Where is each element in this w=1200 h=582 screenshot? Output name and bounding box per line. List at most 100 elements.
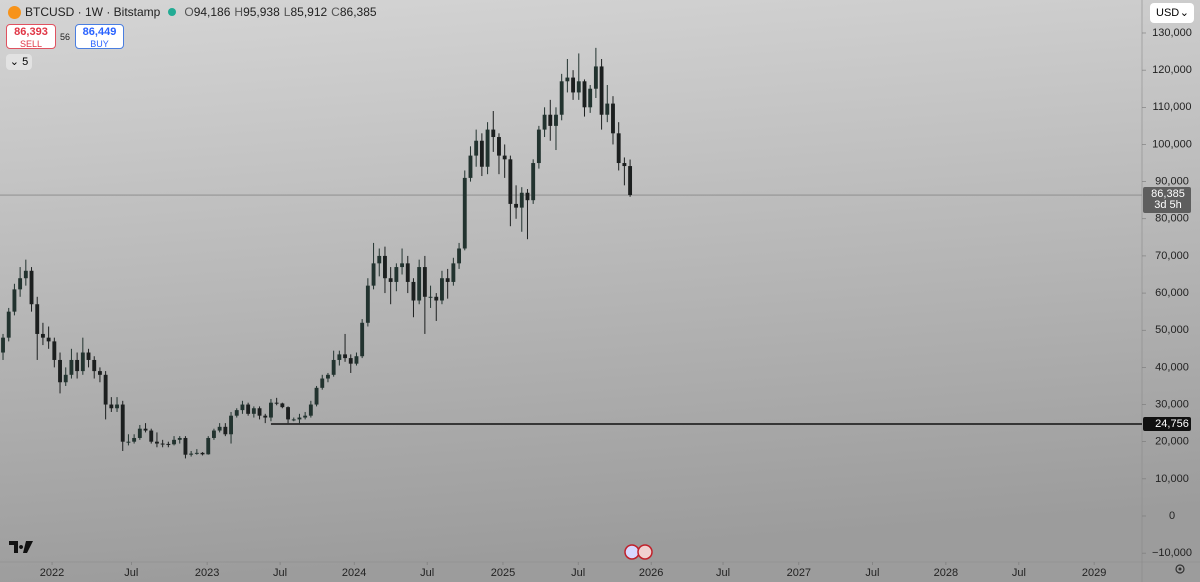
candle-body (428, 296, 433, 298)
candle-body (200, 452, 205, 455)
indicators-toggle[interactable]: ⌄ 5 (6, 54, 32, 70)
candle-body (12, 289, 17, 312)
candle-body (297, 417, 302, 420)
x-tick-label: Jul (1012, 567, 1026, 579)
y-tick-label: 100,000 (1152, 138, 1192, 150)
x-tick-label: 2023 (195, 567, 219, 579)
candle-body (286, 407, 290, 420)
currency: USD (1156, 7, 1180, 19)
candle-body (154, 441, 159, 444)
candle-body (229, 415, 233, 435)
candle-body (474, 140, 479, 156)
candle-body (343, 354, 347, 359)
candle-body (365, 285, 370, 323)
ohlc-value: 86,385 (339, 5, 377, 19)
settings-icon[interactable] (1175, 564, 1185, 574)
candle-body (280, 403, 285, 408)
candle-body (462, 177, 467, 249)
ohlc-key: H (234, 5, 244, 19)
y-tick-label: 20,000 (1155, 436, 1189, 448)
x-tick-label: Jul (124, 567, 138, 579)
candle-body (554, 114, 558, 126)
buy-button[interactable]: 86,449 BUY (75, 24, 124, 49)
candle-body (485, 129, 490, 167)
candle-body (217, 426, 222, 431)
candle-body (605, 103, 610, 115)
candle-body (337, 354, 342, 360)
candle-body (457, 248, 462, 264)
candle-body (308, 404, 313, 416)
candle-body (291, 419, 296, 421)
candle-body (240, 404, 245, 411)
y-tick-label: 60,000 (1155, 287, 1189, 299)
candle-body (109, 404, 114, 409)
candle-body (611, 103, 615, 134)
tv-logo (9, 541, 33, 553)
candle-body (514, 203, 519, 208)
candle-body (103, 374, 108, 405)
x-tick-label: 2025 (491, 567, 515, 579)
y-tick-label: 10,000 (1155, 473, 1189, 485)
candle-body (40, 333, 45, 338)
candle-body (303, 415, 308, 418)
candle-body (52, 341, 57, 360)
candle-body (29, 270, 34, 305)
candle-body (189, 453, 194, 455)
hline-label-bg (1143, 417, 1191, 432)
symbol-title[interactable]: BTCUSD · 1W · Bitstamp (25, 5, 161, 19)
candle-body (599, 66, 604, 115)
candle-body (69, 359, 74, 375)
candle-body (576, 81, 581, 93)
candle-body (519, 192, 524, 208)
ohlc-key: C (331, 5, 340, 19)
y-tick-label: −10,000 (1152, 547, 1192, 559)
ohlc-value: 85,912 (290, 5, 328, 19)
candle-body (1, 337, 5, 353)
buy-price: 86,449 (82, 26, 117, 38)
candle-body (183, 437, 188, 455)
countdown-label: 3d 5h (1154, 199, 1182, 211)
candle-body (274, 402, 279, 404)
candle-body (593, 66, 598, 89)
candle-body (234, 410, 239, 416)
y-tick-label: 110,000 (1153, 101, 1192, 113)
candle-body (508, 159, 513, 204)
candle-body (468, 155, 473, 178)
sell-button[interactable]: 86,393 SELL (6, 24, 56, 49)
candle-body (502, 155, 507, 160)
candle-body (115, 404, 119, 409)
y-tick-label: 130,000 (1152, 27, 1192, 39)
candle-body (354, 356, 359, 364)
candle-body (628, 166, 633, 196)
y-tick-label: 80,000 (1155, 213, 1189, 225)
candle-body (383, 255, 387, 279)
candle-body (177, 437, 182, 440)
sell-label: SELL (19, 39, 43, 49)
sell-price: 86,393 (14, 26, 48, 38)
x-tick-label: Jul (865, 567, 879, 579)
candle-body (394, 267, 399, 282)
candle-body (479, 140, 484, 167)
candle-body (86, 352, 91, 360)
candle-body (525, 192, 530, 201)
candle-body (371, 263, 376, 286)
candle-body (388, 278, 393, 282)
candle-body (582, 81, 587, 108)
candle-body (246, 404, 251, 414)
currency-select[interactable]: USD ⌄ (1150, 3, 1194, 23)
candle-body (320, 378, 325, 388)
x-tick-label: Jul (716, 567, 730, 579)
candle-body (269, 402, 273, 418)
candle-body (206, 437, 211, 455)
event-icons[interactable] (624, 544, 653, 560)
candle-body (445, 278, 450, 282)
buy-label: BUY (90, 39, 109, 49)
candle-body (559, 81, 564, 115)
candle-body (80, 352, 85, 372)
candle-body (422, 267, 427, 297)
candle-body (223, 426, 228, 435)
candle-body (331, 359, 336, 375)
candle-body (616, 133, 621, 164)
candle-body (622, 163, 627, 167)
